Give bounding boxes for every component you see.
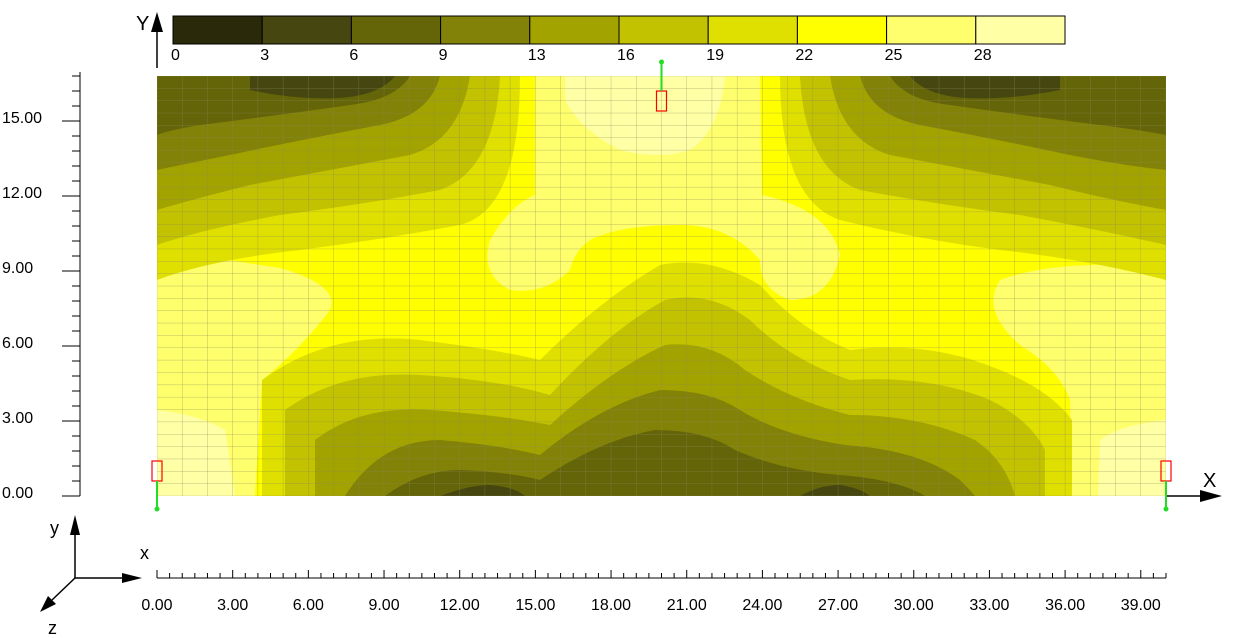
x-axis: X 0.00 3.00 6.00 9.00 12.00 15.00 18.00 21.00 24… xyxy=(141,470,1222,614)
triad-z-label: z xyxy=(48,618,57,638)
x-tick-label: 0.00 xyxy=(141,597,172,614)
x-tick-label: 12.00 xyxy=(440,597,480,614)
y-tick-label: 0.00 xyxy=(2,485,33,502)
legend-label: 16 xyxy=(617,47,635,64)
supports xyxy=(151,59,1172,512)
contour-band xyxy=(800,485,870,496)
y-tick-label: 3.00 xyxy=(2,410,33,427)
x-tick-label: 39.00 xyxy=(1121,597,1161,614)
contour-band xyxy=(385,430,925,496)
y-tick-label: 12.00 xyxy=(2,185,42,202)
x-tick-label: 21.00 xyxy=(667,597,707,614)
legend-swatch xyxy=(886,15,977,45)
x-tick-label: 6.00 xyxy=(293,597,324,614)
x-tick-label: 36.00 xyxy=(1045,597,1085,614)
x-tick-label: 24.00 xyxy=(742,597,782,614)
x-tick-label: 9.00 xyxy=(368,597,399,614)
contour-region-lighter xyxy=(1098,420,1166,496)
legend-label: 0 xyxy=(171,47,180,64)
legend-swatch xyxy=(440,15,531,45)
x-tick-label: 33.00 xyxy=(969,597,1009,614)
x-axis-title: X xyxy=(1203,470,1216,492)
y-axis: Y 0.00 3.00 6.00 9.00 12.00 15.00 xyxy=(2,12,163,502)
legend-label: 19 xyxy=(706,47,724,64)
y-axis-title: Y xyxy=(136,13,149,35)
x-tick-label: 30.00 xyxy=(894,597,934,614)
bottom-right-support xyxy=(1160,460,1172,512)
legend-label: 6 xyxy=(349,47,358,64)
legend: 0 3 6 9 13 16 19 22 25 28 xyxy=(171,15,1066,64)
legend-swatch xyxy=(975,15,1066,45)
legend-label: 28 xyxy=(974,47,992,64)
bottom-left-support xyxy=(151,460,163,512)
mesh-grid xyxy=(157,76,1166,496)
coordinate-triad: y x z xyxy=(40,515,149,638)
x-tick-label: 27.00 xyxy=(818,597,858,614)
triad-x-label: x xyxy=(140,543,149,563)
contour-band xyxy=(910,76,1060,99)
legend-swatch xyxy=(707,15,798,45)
legend-swatch xyxy=(261,15,352,45)
legend-swatch xyxy=(172,15,263,45)
contour-region-lighter xyxy=(157,410,235,496)
legend-swatch xyxy=(529,15,620,45)
triad-y-label: y xyxy=(50,518,59,538)
legend-label: 13 xyxy=(528,47,546,64)
y-tick-label: 6.00 xyxy=(2,335,33,352)
legend-label: 3 xyxy=(260,47,269,64)
contour-field xyxy=(157,76,1166,496)
x-tick-label: 3.00 xyxy=(217,597,248,614)
y-tick-label: 9.00 xyxy=(2,260,33,277)
legend-swatch xyxy=(350,15,442,45)
contour-band xyxy=(440,485,525,496)
y-tick-label: 15.00 xyxy=(2,110,42,127)
legend-swatch xyxy=(618,15,709,45)
top-support xyxy=(655,59,668,112)
legend-label: 9 xyxy=(439,47,448,64)
contour-region-lighter xyxy=(565,76,725,155)
legend-label: 25 xyxy=(885,47,903,64)
legend-label: 22 xyxy=(795,47,813,64)
x-tick-label: 18.00 xyxy=(591,597,631,614)
legend-swatch xyxy=(796,15,888,45)
contour-region-light xyxy=(487,76,840,300)
x-tick-label: 15.00 xyxy=(515,597,555,614)
